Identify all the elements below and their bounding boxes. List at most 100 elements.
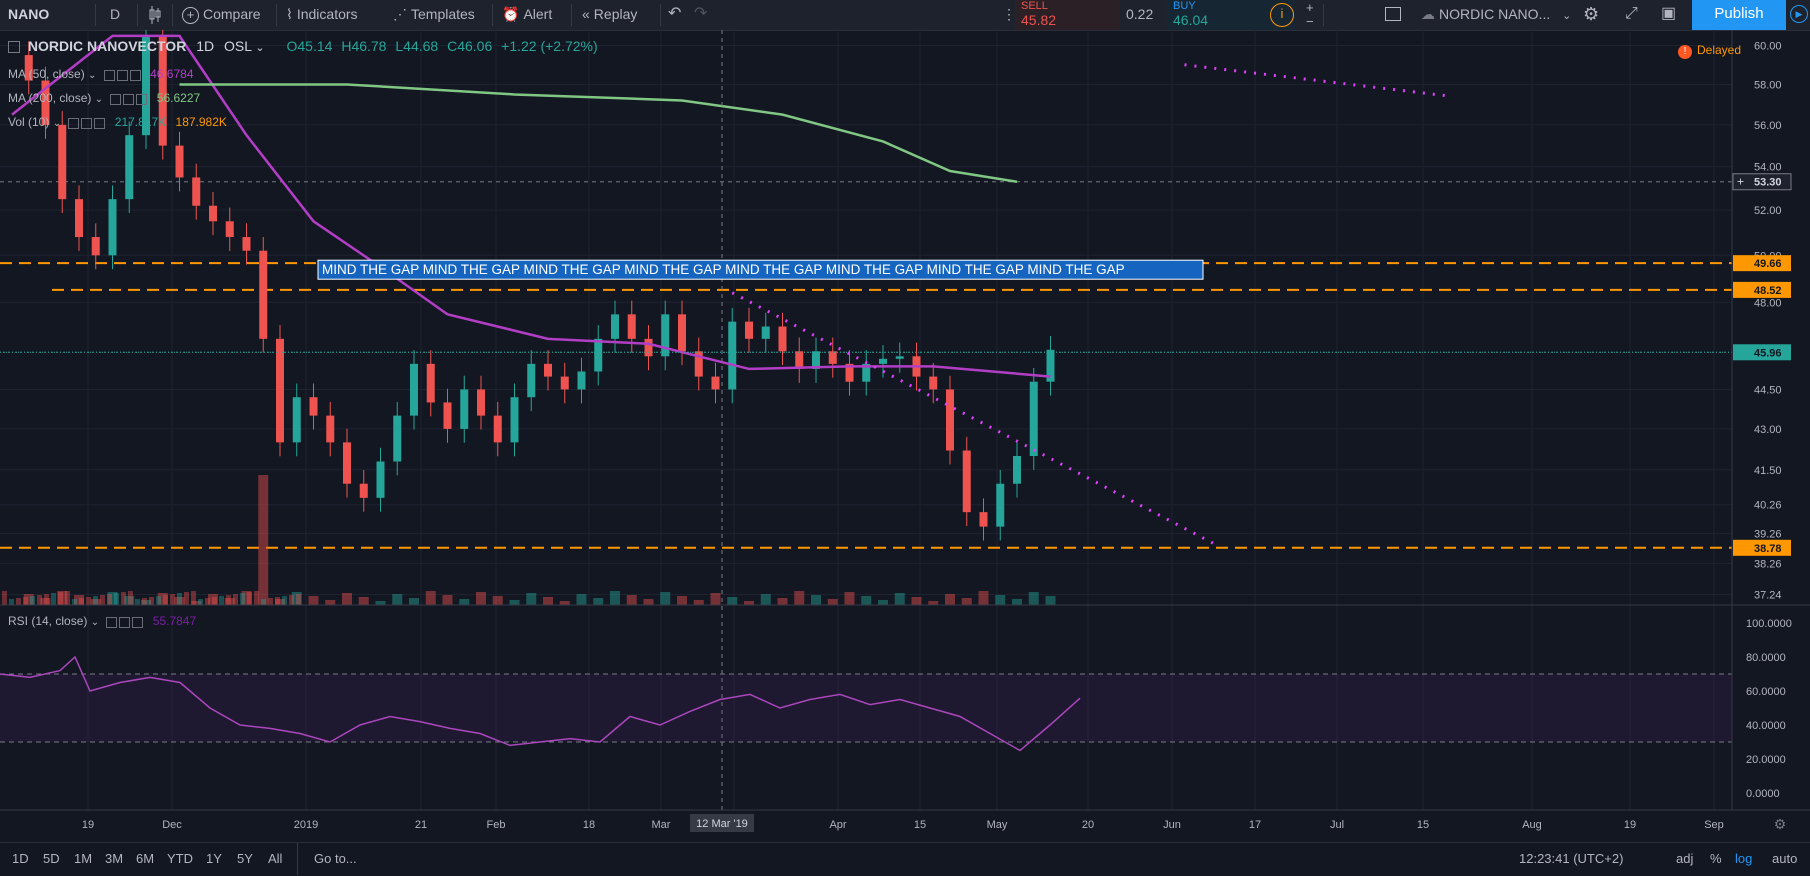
auto-toggle[interactable]: auto [1772, 851, 1798, 866]
publish-button[interactable]: Publish [1692, 0, 1786, 30]
price-tick-label: 60.00 [1754, 40, 1782, 52]
range-button-3m[interactable]: 3M [105, 851, 124, 866]
candle-body [125, 135, 134, 200]
candle-body [895, 356, 904, 359]
volume-bar [861, 596, 872, 605]
volume-bar [124, 596, 135, 605]
rsi-legend[interactable]: RSI (14, close) ⌄ 55.7847 [8, 614, 196, 629]
price-label-bg [1733, 539, 1791, 556]
candle-body [410, 363, 418, 416]
candle-body [828, 351, 837, 364]
candle-body [1029, 381, 1038, 456]
clock-time[interactable]: 12:23:41 (UTC+2) [1519, 851, 1624, 866]
minus-icon[interactable]: − [1306, 14, 1314, 29]
camera-icon[interactable]: ▣ [1661, 5, 1677, 22]
eye-settings-close-icons[interactable] [103, 68, 143, 82]
eye-settings-close-icons[interactable] [110, 92, 149, 106]
symbol-search[interactable]: NANO [8, 6, 50, 22]
chevron-down-icon[interactable]: ⌄ [255, 42, 265, 54]
candle-body [426, 363, 435, 403]
candle-body [1013, 455, 1021, 484]
volume-bar [559, 601, 570, 605]
volume-bar [2, 591, 7, 605]
crosshair-plus-icon: + [1737, 175, 1744, 189]
volume-bar [509, 600, 520, 605]
rsi-tick-label: 40.0000 [1746, 720, 1786, 732]
range-button-1y[interactable]: 1Y [206, 851, 222, 866]
volume-legend[interactable]: Vol (10) ⌄ 217.817K 187.982K [8, 115, 227, 130]
alert-button[interactable]: ⏰ Alert [502, 0, 552, 30]
volume-bar [744, 601, 754, 605]
fullscreen-icon[interactable]: ⤢ [1625, 5, 1638, 22]
indicators-button[interactable]: ⌇ Indicators [286, 0, 358, 30]
ma50-line [11, 34, 1051, 378]
layout-selector[interactable]: ☁ NORDIC NANO... ⌄ [1421, 0, 1571, 30]
range-button-5d[interactable]: 5D [43, 851, 60, 866]
divider [276, 4, 277, 26]
rsi-label: RSI (14, close) [8, 614, 88, 628]
time-tick-label: Dec [162, 819, 182, 831]
time-tick-label: Jul [1330, 819, 1344, 831]
volume-bar [342, 593, 352, 605]
rsi-tick-label: 100.0000 [1746, 618, 1792, 630]
info-icon[interactable]: i [1270, 3, 1294, 27]
volume-bar [425, 591, 436, 605]
volume-bar [184, 592, 189, 605]
chart-area[interactable]: MIND THE GAP MIND THE GAP MIND THE GAP M… [0, 30, 1810, 842]
range-button-1m[interactable]: 1M [74, 851, 93, 866]
cloud-icon: ☁ [1421, 6, 1435, 22]
volume-bar [226, 595, 231, 605]
range-button-6m[interactable]: 6M [136, 851, 155, 866]
candle-body [259, 250, 268, 339]
rsi-band-fill [0, 674, 1732, 742]
candle-body [158, 35, 167, 146]
goto-button[interactable]: Go to... [297, 843, 357, 875]
gear-icon[interactable]: ⚙ [1583, 4, 1600, 24]
rsi-line [0, 655, 1081, 752]
volume-bar [492, 596, 503, 605]
volume-bar [282, 596, 287, 605]
range-button-all[interactable]: All [268, 851, 283, 866]
collapse-icon[interactable] [8, 41, 20, 54]
sell-button[interactable]: SELL 45.82 [1015, 0, 1120, 30]
price-label: 38.78 [1754, 543, 1782, 555]
candle-style-button[interactable] [148, 0, 162, 30]
crosshair-date-label: 12 Mar '19 [696, 818, 748, 830]
ma50-legend[interactable]: MA (50, close) ⌄ 46.6784 [8, 67, 194, 82]
top-toolbar: NANO D + Compare ⌇ Indicators ⋰ Templates ⏰… [0, 0, 1810, 31]
volume-bar [254, 591, 259, 605]
time-tick-label: Aug [1522, 819, 1542, 831]
range-button-5y[interactable]: 5Y [237, 851, 253, 866]
layout-square-icon[interactable] [1385, 7, 1401, 21]
range-button-ytd[interactable]: YTD [167, 851, 193, 866]
undo-icon[interactable]: ↶ [668, 5, 682, 22]
ma200-value: 56.6227 [156, 91, 201, 105]
templates-button[interactable]: ⋰ Templates [393, 0, 475, 30]
volume-bar [142, 598, 147, 605]
replay-button[interactable]: «Replay [582, 0, 637, 30]
volume-bar [289, 595, 294, 605]
redo-icon[interactable]: ↷ [694, 5, 708, 22]
range-button-1d[interactable]: 1D [12, 851, 29, 866]
interval-button[interactable]: D [110, 6, 121, 22]
eye-settings-close-icons[interactable] [106, 615, 145, 629]
eye-settings-close-icons[interactable] [68, 116, 107, 130]
log-toggle[interactable]: log [1735, 851, 1753, 866]
ma200-legend[interactable]: MA (200, close) ⌄ 56.6227 [8, 91, 200, 106]
time-tick-label: 2019 [294, 819, 318, 831]
volume-bar [141, 600, 151, 605]
volume-bar [121, 592, 126, 605]
adj-toggle[interactable]: adj [1676, 851, 1694, 866]
price-label-bg [1733, 255, 1791, 272]
play-icon[interactable]: ▶ [1790, 5, 1808, 23]
volume-label: Vol (10) [8, 115, 50, 129]
percent-toggle[interactable]: % [1710, 851, 1722, 866]
compare-button[interactable]: + Compare [182, 0, 261, 30]
time-tick-label: May [987, 819, 1008, 831]
plus-icon[interactable]: + [1306, 0, 1314, 15]
ma200-line [179, 83, 1018, 183]
mind-the-gap-box [317, 259, 1204, 280]
volume-bar [258, 475, 269, 605]
volume-bar [135, 599, 140, 605]
volume-bar [978, 591, 989, 605]
